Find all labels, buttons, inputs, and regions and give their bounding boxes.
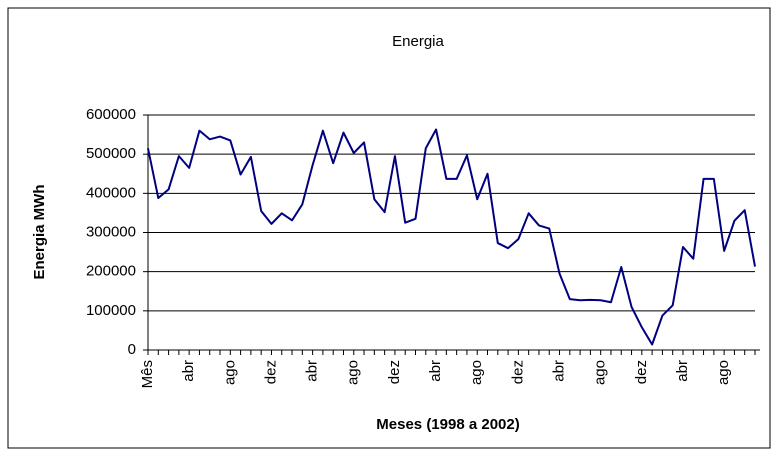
y-tick-label: 400000 (86, 184, 136, 201)
x-tick-label: abr (304, 360, 321, 382)
y-axis-title: Energia MWh (31, 184, 48, 279)
x-tick-label: ago (592, 360, 609, 385)
y-tick-label: 100000 (86, 302, 136, 319)
x-tick-label: ago (468, 360, 485, 385)
y-tick-label: 300000 (86, 223, 136, 240)
x-tick-label: abr (180, 360, 197, 382)
y-tick-label: 0 (128, 341, 136, 358)
y-tick-label: 500000 (86, 145, 136, 162)
x-tick-label: dez (386, 360, 403, 384)
y-tick-label: 200000 (86, 263, 136, 280)
x-tick-label: dez (262, 360, 279, 384)
x-tick-label: abr (427, 360, 444, 382)
x-tick-label: ago (345, 360, 362, 385)
x-tick-label: dez (633, 360, 650, 384)
x-tick-label: abr (674, 360, 691, 382)
x-tick-label: dez (509, 360, 526, 384)
x-tick-label: ago (221, 360, 238, 385)
data-line (147, 128, 756, 346)
x-tick-label: abr (550, 360, 567, 382)
x-tick-label: ago (715, 360, 732, 385)
y-tick-label: 600000 (86, 106, 136, 123)
chart-frame (7, 7, 771, 449)
x-axis-title: Meses (1998 a 2002) (376, 416, 519, 433)
x-tick-label: Mês (139, 360, 156, 388)
chart-title: Energia (392, 33, 444, 50)
